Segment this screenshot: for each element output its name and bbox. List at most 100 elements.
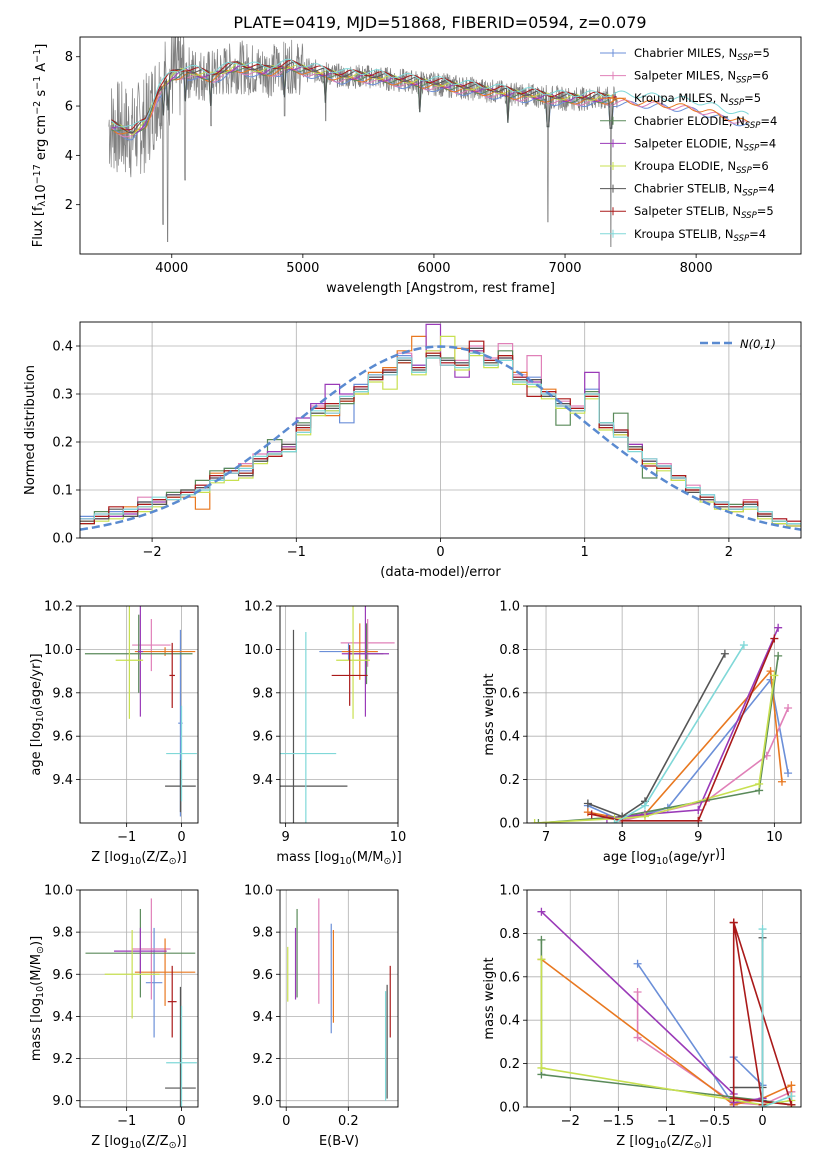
x-tick-label: −1 bbox=[117, 830, 136, 845]
y-tick-label: 10.0 bbox=[44, 643, 73, 658]
z-mass-plot-area bbox=[85, 898, 197, 1107]
y-tick-label: 10.2 bbox=[244, 600, 273, 615]
y-tick-label: 10.0 bbox=[44, 884, 73, 899]
y-tick-label: 8 bbox=[65, 50, 73, 65]
axes-frame bbox=[79, 605, 199, 824]
label-part: 10 bbox=[656, 856, 668, 867]
spectrum-data-line bbox=[108, 37, 618, 247]
x-tick-label: −2 bbox=[143, 545, 162, 560]
x-tick-label: −0.5 bbox=[699, 1114, 731, 1129]
legend-sub: SSP bbox=[741, 211, 757, 221]
legend-entry: Chabrier MILES, NSSP=5 bbox=[634, 46, 770, 63]
weight-marker bbox=[784, 769, 793, 778]
label-part: (age/yr bbox=[668, 850, 715, 865]
mass-age-plot-area bbox=[280, 606, 395, 823]
spectrum-plot-area bbox=[108, 37, 749, 247]
weight-marker bbox=[774, 623, 783, 632]
y-axis-label: age [log10(age/yr)] bbox=[29, 653, 46, 775]
legend-sub: SSP bbox=[745, 121, 761, 131]
label-part: )] bbox=[177, 1134, 187, 1149]
label-part: Z [log bbox=[91, 1134, 129, 1149]
weight-marker bbox=[633, 959, 642, 968]
x-tick-label: 0.2 bbox=[338, 1114, 359, 1129]
x-tick-label: 0 bbox=[282, 1114, 290, 1129]
weight-marker bbox=[774, 651, 783, 660]
label-part: )] bbox=[29, 936, 44, 946]
weight-line bbox=[761, 929, 792, 1107]
label-part: 10 bbox=[35, 710, 46, 722]
x-tick-label: 7000 bbox=[548, 261, 581, 276]
label-part: ⊙ bbox=[694, 1140, 702, 1151]
y-tick-label: 4 bbox=[65, 149, 73, 164]
weight-marker bbox=[758, 925, 767, 934]
legend-n: =6 bbox=[752, 69, 769, 83]
weight-marker bbox=[787, 1100, 796, 1107]
legend-label: Chabrier STELIB, N bbox=[634, 182, 742, 196]
legend-label: Salpeter ELODIE, N bbox=[634, 136, 744, 150]
axes-frame bbox=[79, 321, 802, 539]
label-part: ⊙ bbox=[384, 856, 392, 867]
gaussian-curve bbox=[80, 345, 801, 531]
y-tick-label: 9.8 bbox=[52, 926, 73, 941]
x-tick-label: −2 bbox=[561, 1114, 580, 1129]
spectrum-model-line bbox=[111, 66, 749, 138]
y-tick-label: 0.6 bbox=[499, 970, 520, 985]
weight-line bbox=[587, 653, 726, 818]
x-tick-label: 1 bbox=[581, 545, 589, 560]
label-part: 10 bbox=[340, 856, 352, 867]
axes-frame bbox=[279, 889, 399, 1108]
label-part: (Z/Z bbox=[666, 1134, 693, 1149]
legend-n: =4 bbox=[749, 227, 766, 241]
weight-marker bbox=[610, 819, 619, 823]
y-tick-label: 10.2 bbox=[44, 600, 73, 615]
weight-marker bbox=[633, 987, 642, 996]
label-part: 10 bbox=[129, 856, 141, 867]
legend-entry: Kroupa MILES, NSSP=5 bbox=[634, 91, 761, 108]
x-tick-label: 8000 bbox=[680, 261, 713, 276]
y-tick-label: 10.0 bbox=[244, 643, 273, 658]
legend-label: Kroupa STELIB, N bbox=[634, 227, 734, 241]
legend-label: Kroupa MILES, N bbox=[634, 91, 729, 105]
spectrum-model-line bbox=[111, 68, 749, 141]
y-tick-label: 1.0 bbox=[499, 600, 520, 615]
y-tick-label: 1.0 bbox=[499, 884, 520, 899]
x-axis-label: mass [log10(M/M⊙)] bbox=[276, 850, 401, 867]
weight-marker bbox=[784, 703, 793, 712]
x-tick-label: 9 bbox=[281, 830, 289, 845]
x-axis-label: age [log10(age/yr)] bbox=[603, 847, 725, 867]
panel-ebv-mass: 0 0.2 9.0 9.2 9.4 9.6 9.8 10.0 E(B-V) bbox=[244, 884, 399, 1149]
label-part: −2 bbox=[32, 101, 43, 115]
weight-marker bbox=[587, 810, 596, 819]
y-tick-label: 0.4 bbox=[52, 340, 73, 355]
label-part: A bbox=[34, 63, 49, 76]
x-axis-label: wavelength [Angstrom, rest frame] bbox=[326, 281, 555, 296]
label-part: ⊙ bbox=[169, 1140, 177, 1151]
x-tick-label: 4000 bbox=[155, 261, 188, 276]
label-part: (M/M bbox=[29, 954, 44, 986]
label-part: 10 bbox=[654, 1140, 666, 1151]
weight-marker bbox=[770, 634, 779, 643]
weight-marker bbox=[583, 799, 592, 808]
y-tick-label: 9.6 bbox=[252, 730, 273, 745]
legend-entry: Salpeter MILES, NSSP=6 bbox=[634, 69, 769, 86]
label-part: Z [log bbox=[616, 1134, 654, 1149]
weight-marker bbox=[787, 1081, 796, 1090]
legend-n: =4 bbox=[760, 114, 777, 128]
label-part: )] bbox=[715, 847, 725, 862]
weight-marker bbox=[537, 955, 546, 964]
x-tick-label: 0 bbox=[436, 545, 444, 560]
x-tick-label: −1 bbox=[117, 1114, 136, 1129]
label-part: −1 bbox=[32, 49, 43, 63]
label-part: )] bbox=[702, 1134, 712, 1149]
y-tick-label: 9.4 bbox=[252, 1010, 273, 1025]
weight-marker bbox=[758, 1103, 767, 1107]
weight-marker bbox=[537, 1063, 546, 1072]
legend-label: Kroupa ELODIE, N bbox=[634, 159, 736, 173]
ebv-mass-plot-area bbox=[287, 898, 391, 1101]
x-tick-label: −1 bbox=[657, 1114, 676, 1129]
y-tick-label: 0.6 bbox=[499, 686, 520, 701]
panel-z-mass: −1 09.09.29.49.69.810.0Z [log10(Z/Z⊙)]mas… bbox=[29, 884, 199, 1151]
x-tick-label: 10 bbox=[390, 830, 407, 845]
